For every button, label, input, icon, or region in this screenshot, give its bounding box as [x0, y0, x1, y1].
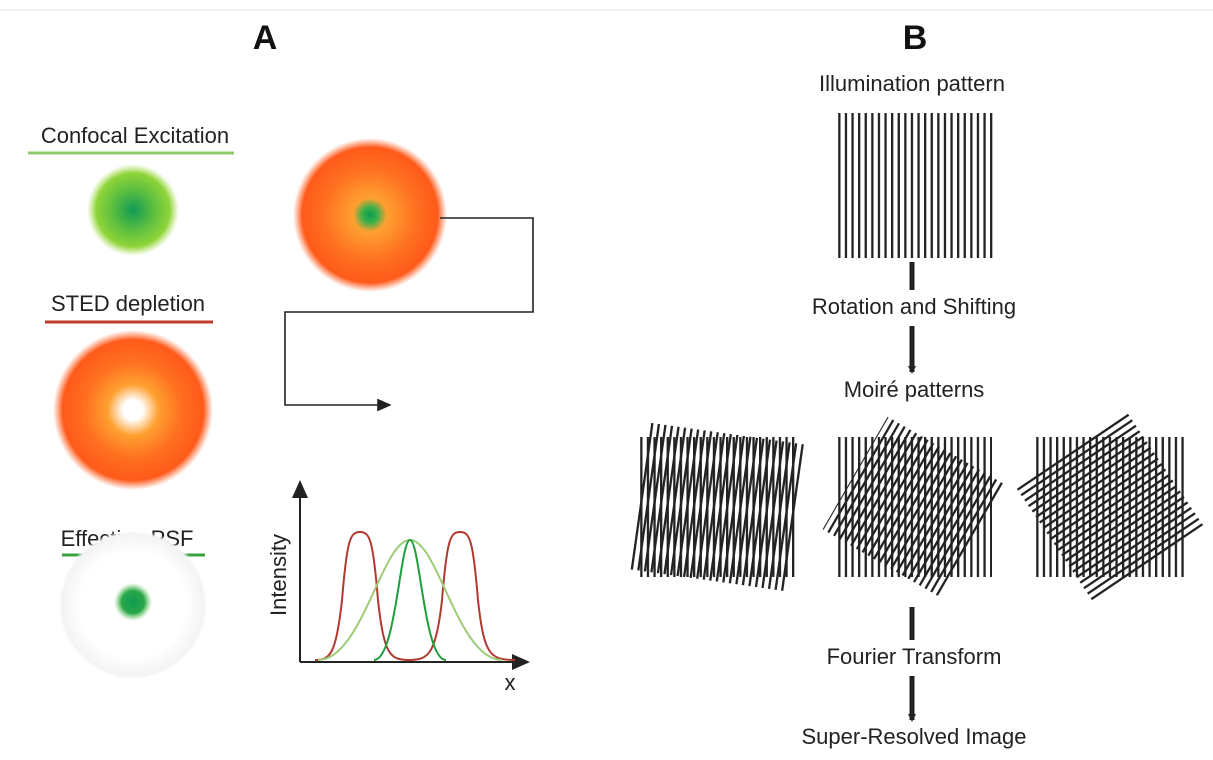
- label: Confocal Excitation: [41, 123, 229, 148]
- grating: [1016, 413, 1204, 601]
- label: STED depletion: [51, 291, 205, 316]
- effective-spot: [114, 583, 152, 621]
- grating: [835, 113, 995, 258]
- step-label: Fourier Transform: [827, 644, 1002, 669]
- connector-arrow: [284, 217, 534, 412]
- panel-label: A: [253, 19, 278, 57]
- confocal-spot: [87, 164, 179, 256]
- y-axis-label: Intensity: [266, 534, 291, 616]
- sted-curve: [314, 530, 516, 662]
- effective-curve: [373, 538, 447, 661]
- moire-1: [630, 422, 806, 592]
- rotated: [630, 422, 806, 592]
- grating: [822, 416, 1006, 598]
- grating: [630, 422, 806, 592]
- panel-label: B: [903, 19, 928, 57]
- rotated: [1016, 413, 1204, 601]
- combined-spot: [293, 138, 447, 292]
- sted-donut: [53, 330, 213, 490]
- step-label: Moiré patterns: [844, 377, 985, 402]
- step-label: Super-Resolved Image: [801, 724, 1026, 749]
- moire-3: [1016, 413, 1204, 601]
- x-axis-label: x: [505, 670, 516, 695]
- step-label: Illumination pattern: [819, 71, 1005, 96]
- rotated: [822, 416, 1006, 598]
- step-label: Rotation and Shifting: [812, 294, 1016, 319]
- moire-2: [822, 416, 1006, 598]
